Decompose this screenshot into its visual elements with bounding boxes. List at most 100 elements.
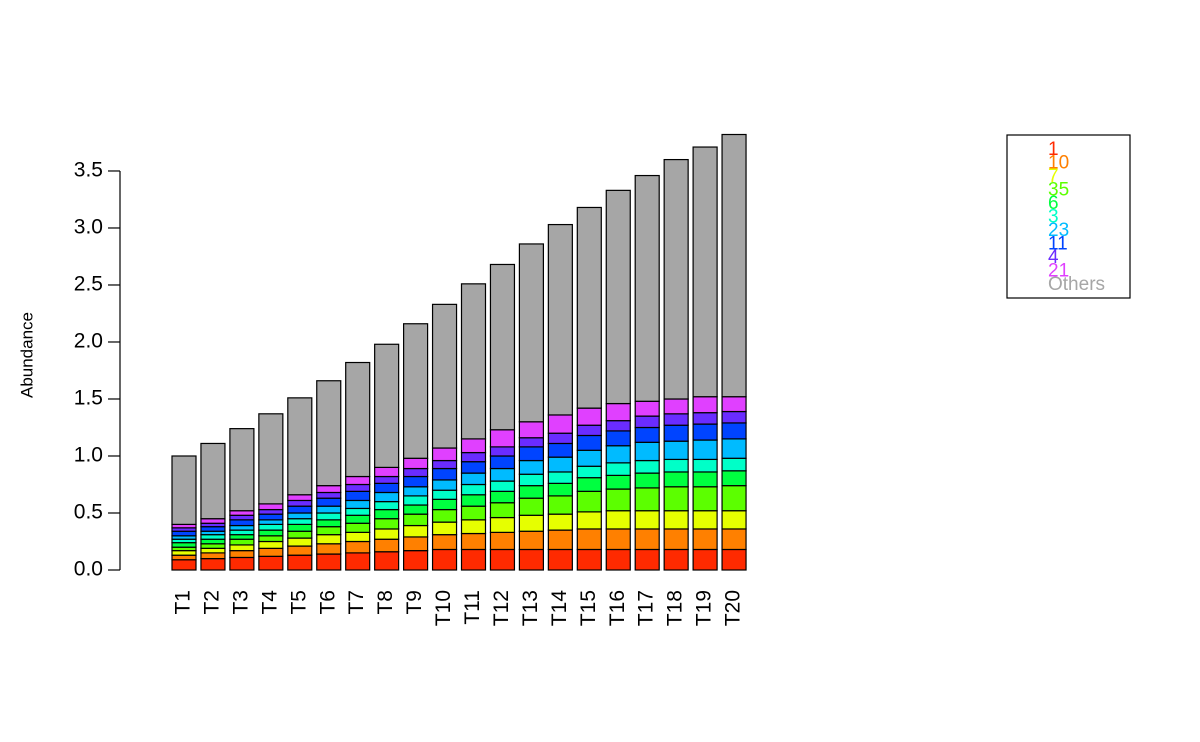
bar-segment [287, 554, 313, 571]
bar-segment [431, 479, 458, 491]
bar-segment [345, 552, 371, 571]
bar-segment [605, 189, 631, 405]
bar-segment [692, 528, 718, 551]
bar-segment [547, 471, 573, 484]
bar-segment [374, 475, 400, 484]
bar-segment [403, 467, 429, 478]
bar-segment [200, 534, 226, 540]
bar-segment [171, 542, 197, 548]
bar-segment [258, 513, 284, 521]
bar-segment [518, 243, 545, 423]
bar-segment [605, 445, 631, 464]
bar-segment [200, 538, 226, 545]
bar-segment [258, 503, 284, 511]
bar-segment [316, 491, 342, 499]
bar-segment [316, 505, 342, 514]
x-tick-label: T13 [519, 590, 542, 626]
bar-segment [258, 529, 284, 537]
bar-segment [316, 553, 342, 571]
bar-segment [171, 530, 197, 537]
bar-segment [663, 458, 689, 473]
bar-segment [403, 513, 429, 527]
legend-label: 10 [1048, 153, 1069, 174]
bar-segment [460, 483, 487, 496]
bar-segment [605, 548, 631, 571]
bar-segment [663, 528, 689, 551]
bar-segment [547, 495, 573, 515]
bar-segment [576, 490, 602, 513]
bar-segment [721, 457, 747, 472]
bar-segment [634, 487, 660, 512]
bar-segment [258, 555, 284, 571]
bar-segment [576, 465, 602, 479]
y-tick-label: 1.0 [74, 444, 103, 467]
bar-segment [576, 206, 602, 409]
x-tick-label: T11 [461, 590, 484, 625]
bar-segment [576, 511, 602, 530]
legend-box [1006, 134, 1131, 299]
bar-segment [403, 550, 429, 571]
y-tick-label: 2.5 [74, 273, 103, 296]
bar-segment [345, 540, 371, 554]
bar-segment [634, 510, 660, 530]
bar-segment [518, 437, 545, 448]
bar-segment [692, 412, 718, 425]
bar-segment [431, 534, 458, 551]
bar-segment [489, 490, 516, 504]
bar-segment [489, 531, 516, 551]
bar-segment [287, 523, 313, 532]
bar-segment [663, 486, 689, 512]
legend-label: 7 [1048, 166, 1059, 187]
bar-segment [287, 499, 313, 507]
bar-segment [634, 174, 660, 402]
x-tick-label: T15 [577, 590, 600, 626]
bar-segment [489, 467, 516, 482]
bar-segment [258, 547, 284, 557]
bar-segment [605, 420, 631, 432]
bar-segment [547, 529, 573, 551]
legend-label: 11 [1048, 234, 1068, 255]
bar-segment [374, 500, 400, 511]
legend-label: 21 [1048, 261, 1069, 282]
bar-segment [547, 432, 573, 445]
bar-segment [200, 547, 226, 554]
bar-segment [258, 413, 284, 505]
bar-segment [634, 548, 660, 571]
bar-segment [229, 514, 255, 521]
bar-segment [460, 548, 487, 571]
bar-segment [200, 543, 226, 549]
bar-segment [721, 510, 747, 530]
bar-segment [547, 513, 573, 531]
bar-segment [663, 510, 689, 530]
x-tick-label: T6 [316, 590, 339, 615]
bar-segment [721, 422, 747, 440]
bar-segment [518, 548, 545, 571]
legend-label: 6 [1048, 193, 1059, 214]
bar-segment [374, 551, 400, 571]
bar-segment [229, 544, 255, 552]
bar-segment [345, 531, 371, 543]
x-tick-label: T12 [490, 590, 513, 626]
bar-segment [518, 421, 545, 439]
bar-segment [663, 440, 689, 461]
x-tick-label: T2 [200, 590, 223, 615]
bar-segment [200, 526, 226, 532]
bar-segment [431, 459, 458, 470]
bar-segment [200, 518, 226, 524]
bar-segment [374, 538, 400, 553]
bar-segment [403, 323, 429, 459]
bar-segment [721, 410, 747, 424]
bar-segment [403, 524, 429, 538]
bar-segment [200, 557, 226, 571]
bar-segment [576, 477, 602, 492]
x-tick-label: T4 [258, 590, 281, 615]
y-axis-label: Abundance [17, 312, 36, 398]
y-tick-label: 3.5 [74, 159, 103, 182]
bar-segment [200, 442, 226, 520]
bar-segment [374, 466, 400, 478]
bar-segment [489, 548, 516, 571]
bar-segment [547, 548, 573, 571]
bar-segment [316, 485, 342, 494]
bar-segment [287, 494, 313, 502]
